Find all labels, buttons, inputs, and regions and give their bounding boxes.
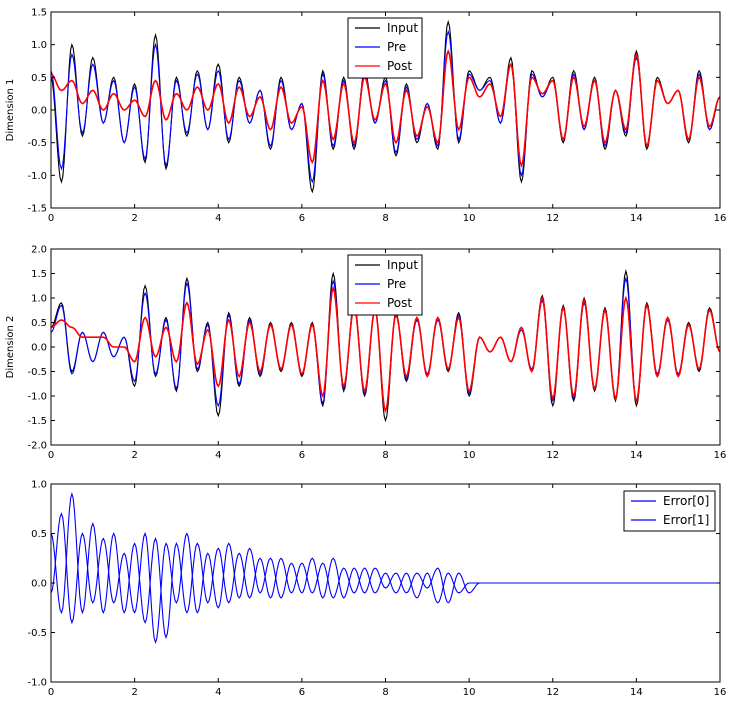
legend: Input Pre Post: [347, 17, 423, 79]
series-line-post: [51, 285, 720, 414]
x-tick-label: 14: [630, 213, 643, 224]
x-tick-label: 8: [382, 450, 388, 461]
x-tick-label: 12: [546, 450, 559, 461]
x-tick-label: 0: [48, 687, 54, 698]
x-tick-label: 16: [714, 450, 727, 461]
x-tick-label: 10: [463, 687, 476, 698]
legend-label: Error[0]: [663, 494, 709, 508]
x-tick-label: 16: [714, 687, 727, 698]
legend-label: Pre: [387, 40, 406, 54]
subplot-3: 0 2 4 6 8 10 12 14 16-1.0-0.50.00.51.0Error[0]Er…: [27, 480, 726, 699]
y-tick-label: -1.0: [27, 678, 47, 689]
y-tick-label: 0.0: [31, 343, 47, 354]
y-tick-label: -1.0: [27, 171, 47, 182]
y-axis-label: Dimension 1: [5, 79, 16, 142]
y-tick-label: -1.5: [27, 416, 47, 427]
legend-label: Error[1]: [663, 513, 709, 527]
x-tick-label: 4: [215, 450, 221, 461]
x-tick-label: 14: [630, 687, 643, 698]
y-tick-label: 0.5: [31, 529, 47, 540]
subplot-2: 0 2 4 6 8 10 12 14 16 -2.0 -1.5 -1.0 -0.5 0.0 0.5 1.0 1.…: [5, 245, 726, 462]
x-tick-label: 8: [382, 213, 388, 224]
x-tick-label: 12: [546, 213, 559, 224]
y-tick-label: 1.5: [31, 8, 47, 19]
y-tick-label: -1.5: [27, 204, 47, 215]
x-tick-label: 14: [630, 450, 643, 461]
y-tick-label: 1.0: [31, 294, 47, 305]
x-tick-label: 6: [299, 687, 305, 698]
x-tick-label: 10: [463, 213, 476, 224]
legend-box: [623, 490, 716, 532]
y-tick-label: 1.0: [31, 40, 47, 51]
legend-label: Input: [387, 21, 418, 35]
y-tick-label: 2.0: [31, 245, 47, 256]
x-tick-label: 4: [215, 213, 221, 224]
x-tick-label: 10: [463, 450, 476, 461]
legend-label: Pre: [387, 277, 406, 291]
series-line-error-1: [51, 512, 720, 645]
x-tick-label: 4: [215, 687, 221, 698]
y-tick-label: -0.5: [27, 138, 47, 149]
legend-label: Post: [387, 296, 412, 310]
y-tick-label: 0.0: [31, 106, 47, 117]
y-tick-label: 1.0: [31, 480, 47, 491]
y-axis-label: Dimension 2: [5, 316, 16, 379]
x-tick-label: 6: [299, 450, 305, 461]
x-tick-label: 8: [382, 687, 388, 698]
y-tick-label: 1.5: [31, 269, 47, 280]
legend-label: Input: [387, 258, 418, 272]
legend-label: Post: [387, 59, 412, 73]
series-line-error-0: [51, 491, 720, 640]
series-line-post: [51, 49, 720, 168]
y-tick-label: -0.5: [27, 367, 47, 378]
x-tick-label: 2: [131, 213, 137, 224]
legend: Error[0] Error[1]: [623, 490, 716, 532]
y-tick-label: 0.5: [31, 73, 47, 84]
x-tick-label: 0: [48, 450, 54, 461]
x-tick-label: 0: [48, 213, 54, 224]
x-tick-label: 12: [546, 687, 559, 698]
x-tick-label: 16: [714, 213, 727, 224]
y-tick-label: -1.0: [27, 392, 47, 403]
y-tick-label: 0.5: [31, 318, 47, 329]
legend: Input Pre Post: [347, 254, 423, 316]
x-tick-label: 6: [299, 213, 305, 224]
y-tick-label: 0.0: [31, 579, 47, 590]
y-tick-label: -0.5: [27, 628, 47, 639]
y-tick-label: -2.0: [27, 441, 47, 452]
subplot-1: 0 2 4 6 8 10 12 14 16 -1.5 -1.0 -0.5 0.0 0.5 1.0 1.5 Dim…: [5, 8, 726, 225]
x-tick-label: 2: [131, 450, 137, 461]
x-tick-label: 2: [131, 687, 137, 698]
